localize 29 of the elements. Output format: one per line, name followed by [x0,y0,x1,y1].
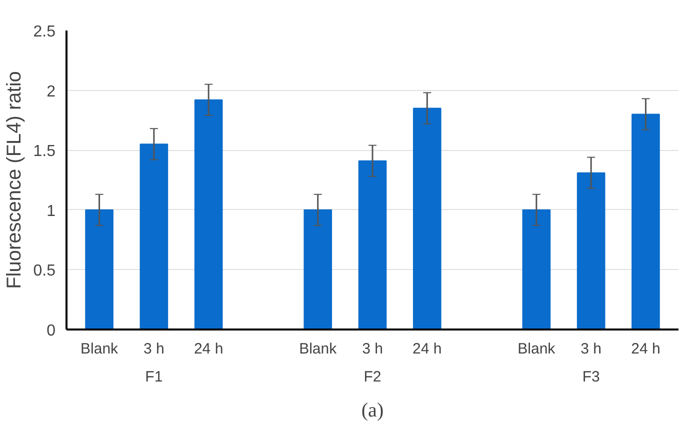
bar [632,114,660,330]
bar [412,108,442,330]
text: F1 [145,368,163,386]
bar [194,99,223,330]
bar [522,209,551,330]
bar [304,209,332,330]
y-axis-title: Fluorescence (FL4) ratio [3,71,26,289]
x-tick-label: 3 h [580,340,602,358]
y-tick-label: 2 [46,83,56,100]
x-tick-label: Blank [80,340,119,358]
text: (a) [361,400,384,422]
x-tick-label: Blank [299,340,338,358]
x-tick-label: 24 h [412,340,442,358]
x-tick-label: 3 h [362,340,383,358]
x-tick-label: 3 h [144,340,164,358]
text: F3 [582,368,600,386]
x-tick-label: 24 h [631,340,660,358]
y-tick-label: 1 [46,202,56,220]
bar [85,209,114,330]
bar [576,172,606,330]
x-tick-label: 24 h [194,340,224,358]
text: F2 [364,368,382,386]
y-tick-label: 0 [46,322,56,340]
x-tick-label: Blank [518,340,556,358]
y-tick-label: 1.5 [33,143,56,160]
y-tick-label: 0.5 [33,262,56,280]
y-tick-label: 2.5 [33,24,56,40]
bar [140,144,168,330]
bar [358,160,387,330]
